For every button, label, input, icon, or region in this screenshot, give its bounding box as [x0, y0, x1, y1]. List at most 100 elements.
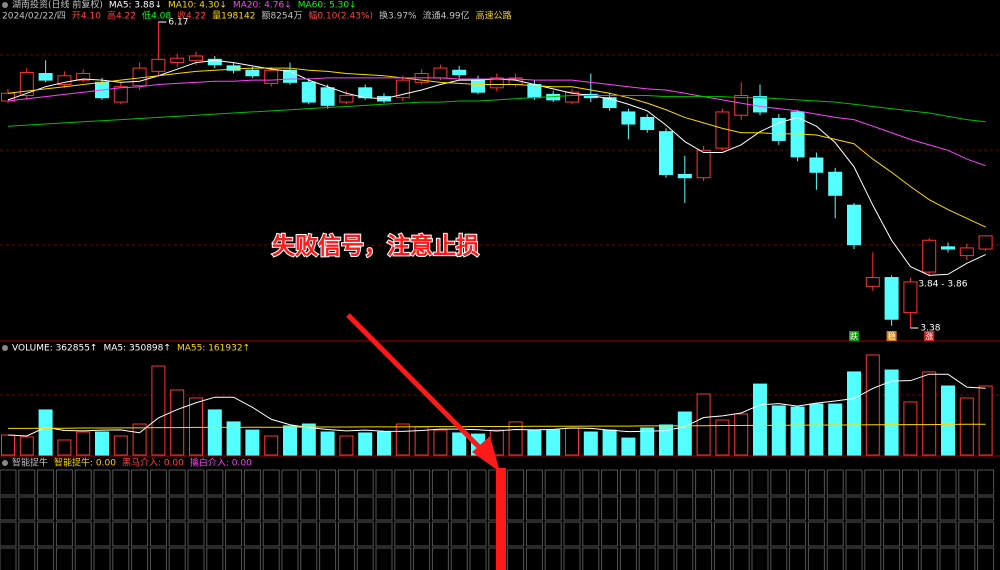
grid-cell: [619, 469, 637, 496]
grid-cell: [977, 547, 995, 570]
grid-cell: [281, 547, 299, 570]
grid-cell: [676, 521, 694, 547]
grid-cell: [732, 469, 750, 496]
candle-body: [734, 94, 749, 116]
grid-cell: [770, 469, 788, 496]
candle-body: [959, 247, 974, 257]
ma-line: [7, 94, 986, 127]
grid-cell: [225, 496, 243, 521]
ma-line: [7, 67, 986, 228]
volume-bar: [865, 354, 880, 456]
info-item: 换3.97%: [379, 10, 417, 22]
grid-cell: [337, 469, 355, 496]
volume-bar: [57, 439, 72, 456]
grid-cell: [74, 469, 92, 496]
grid-cell: [807, 521, 825, 547]
candle-body: [207, 58, 222, 66]
grid-cell: [319, 469, 337, 496]
grid-cell: [319, 547, 337, 570]
volume-bar: [264, 435, 279, 456]
tag-box: [886, 331, 897, 341]
candle-body: [847, 204, 861, 246]
grid-cell: [300, 496, 318, 521]
grid-cell: [187, 469, 205, 496]
grid-cell: [187, 547, 205, 570]
grid-cell: [751, 496, 769, 521]
grid-cell: [751, 547, 769, 570]
grid-cell: [356, 547, 374, 570]
grid-cell: [375, 521, 393, 547]
grid-cell: [619, 547, 637, 570]
volume-bar: [377, 431, 391, 456]
grid-cell: [413, 521, 431, 547]
grid-cell: [131, 521, 149, 547]
grid-cell: [676, 496, 694, 521]
grid-cell: [901, 469, 919, 496]
grid-cell: [394, 547, 412, 570]
grid-cell: [544, 469, 562, 496]
grid-cell: [845, 469, 863, 496]
candle-body: [264, 69, 279, 84]
grid-cell: [563, 469, 581, 496]
grid-cell: [713, 469, 731, 496]
grid-cell: [901, 521, 919, 547]
volume-ma-line: [8, 423, 986, 429]
grid-cell: [939, 469, 957, 496]
grid-cell: [638, 521, 656, 547]
grid-cell: [601, 547, 619, 570]
candle-body: [621, 111, 636, 125]
grid-cell: [883, 547, 901, 570]
grid-cell: [168, 496, 186, 521]
grid-cell: [676, 547, 694, 570]
grid-cell: [206, 469, 224, 496]
grid-cell: [676, 469, 694, 496]
grid-cell: [977, 496, 995, 521]
grid-cell: [225, 521, 243, 547]
grid-cell: [826, 547, 844, 570]
tag: 稳: [888, 331, 896, 341]
legend-item: VOLUME: 362855↑: [12, 344, 97, 354]
volume-bar: [226, 421, 241, 456]
grid-cell: [525, 521, 543, 547]
grid-cell: [883, 521, 901, 547]
grid-cell: [131, 496, 149, 521]
indicator-title: 智能捉牛: [12, 457, 48, 469]
volume-ma-line: [7, 373, 986, 437]
grid-cell: [845, 496, 863, 521]
volume-bar: [809, 403, 824, 456]
grid-cell: [37, 469, 55, 496]
candle-body: [19, 71, 34, 96]
grid-cell: [281, 496, 299, 521]
candle-body: [753, 96, 767, 113]
grid-cell: [55, 496, 73, 521]
volume-bar: [640, 427, 655, 456]
info-item: 2024/02/22/四: [2, 12, 66, 22]
grid-cell: [695, 496, 713, 521]
grid-cell: [149, 547, 167, 570]
volume-bar: [395, 423, 410, 456]
grid-cell: [55, 469, 73, 496]
grid-cell: [657, 521, 675, 547]
grid-cell: [37, 496, 55, 521]
legend-item: MA20: 4.76↓: [233, 1, 292, 11]
candle-body: [76, 73, 91, 81]
legend-item: MA5: 3.88↓: [109, 1, 162, 11]
grid-cell: [807, 469, 825, 496]
grid-cell: [149, 521, 167, 547]
grid-cell: [601, 521, 619, 547]
grid-cell: [789, 547, 807, 570]
info-item: 流通4.99亿: [423, 10, 470, 22]
legend-item: MA60: 5.30↓: [298, 1, 357, 11]
grid-cell: [450, 496, 468, 521]
grid-cell: [864, 469, 882, 496]
grid-cell: [469, 496, 487, 521]
volume-bar: [621, 437, 636, 456]
grid-cell: [243, 521, 261, 547]
grid-cell: [300, 547, 318, 570]
volume-bar: [677, 411, 692, 456]
grid-cell: [657, 469, 675, 496]
volume-bar: [339, 435, 354, 456]
arrow-shaft: [346, 313, 486, 454]
grid-cell: [149, 496, 167, 521]
grid-cell: [55, 521, 73, 547]
